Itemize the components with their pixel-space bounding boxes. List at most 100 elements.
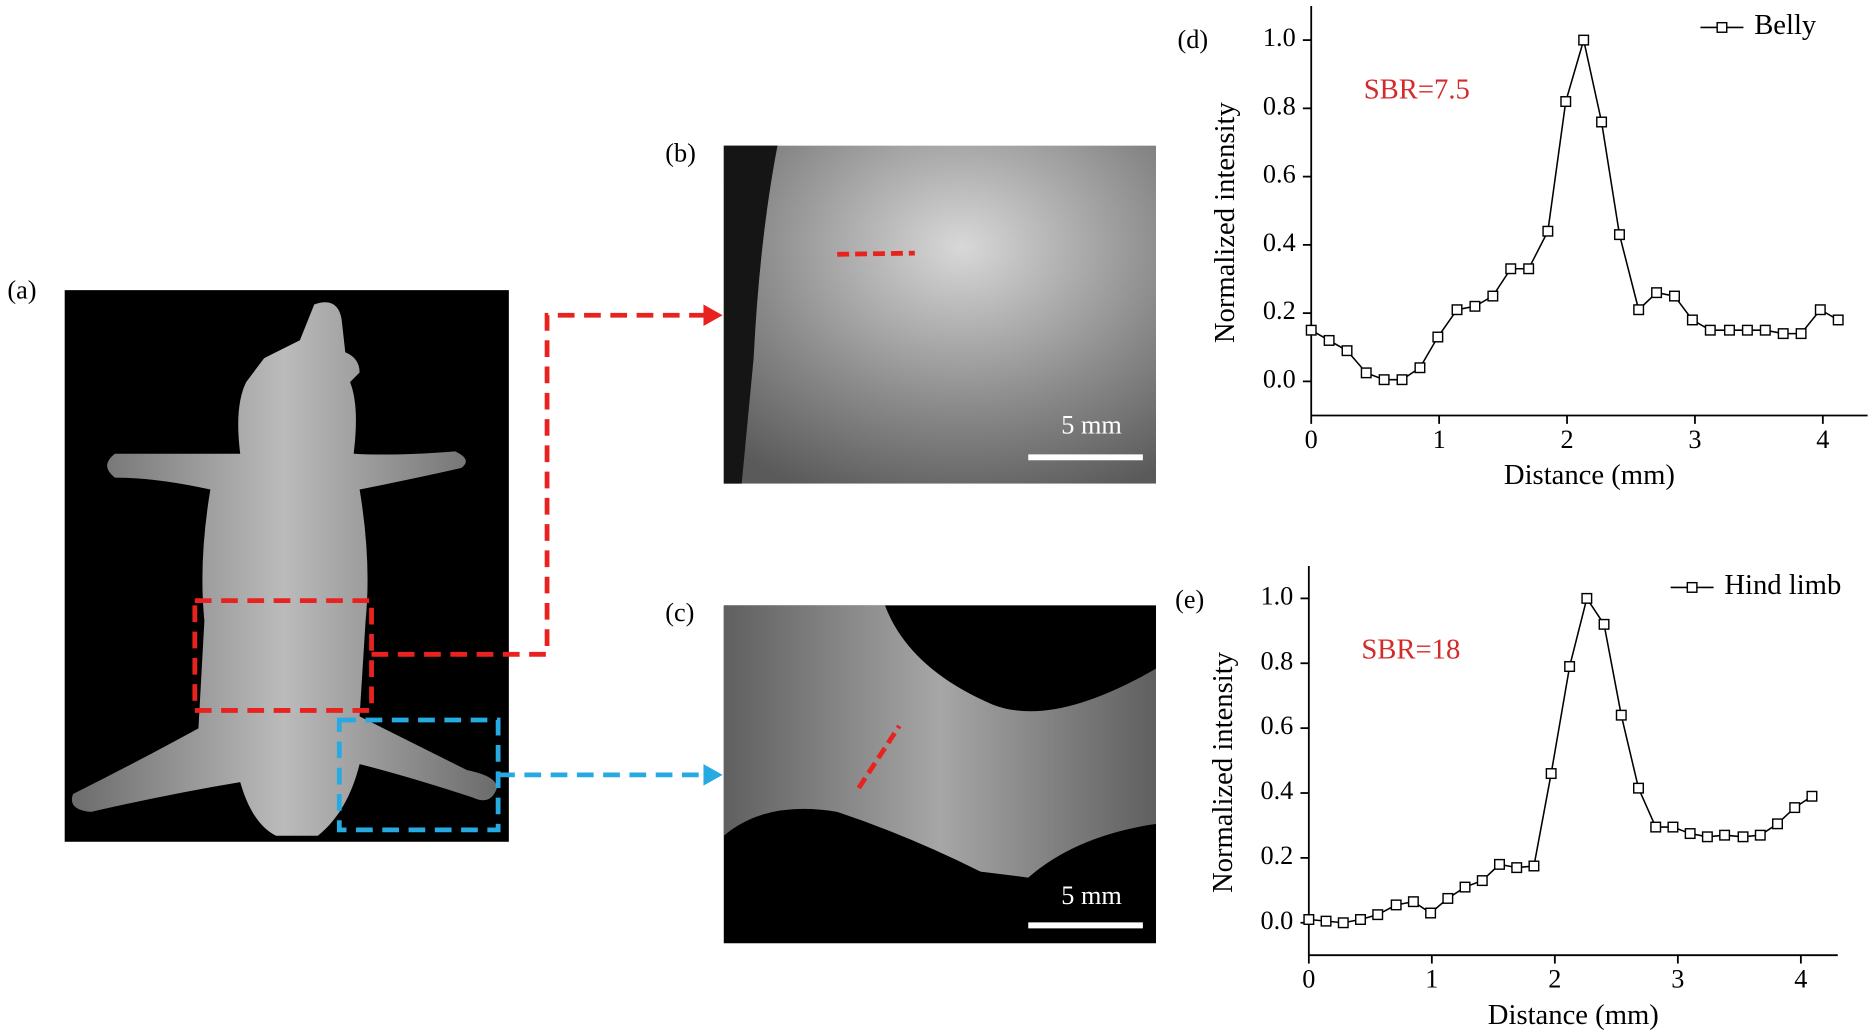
arrowhead [703, 764, 723, 786]
x-tick-label: 2 [1560, 425, 1573, 454]
marker [1451, 304, 1463, 316]
marker [1414, 362, 1426, 374]
marker [1719, 829, 1731, 841]
marker [1303, 914, 1315, 926]
scale-bar-label: 5 mm [1061, 881, 1122, 910]
marker [1425, 907, 1437, 919]
marker [1355, 914, 1366, 926]
marker [1650, 821, 1662, 833]
y-tick-label: 0.6 [1263, 160, 1296, 189]
panel-label: (d) [1177, 25, 1208, 54]
marker [1390, 899, 1402, 911]
marker [1378, 374, 1390, 386]
marker [1396, 374, 1408, 386]
marker [1795, 328, 1807, 340]
marker [1560, 96, 1572, 108]
marker [1432, 331, 1444, 343]
marker [1323, 334, 1335, 346]
x-tick-label: 0 [1305, 425, 1318, 454]
marker [1442, 892, 1454, 904]
marker [1741, 324, 1753, 336]
marker [1459, 881, 1471, 893]
marker [1545, 768, 1557, 780]
marker [1789, 802, 1801, 814]
profile-line [837, 250, 915, 257]
x-tick-label: 4 [1816, 425, 1829, 454]
y-tick-label: 0.8 [1263, 91, 1296, 120]
mouse-silhouette [71, 302, 497, 836]
y-axis-label: Normalized intensity [1207, 651, 1239, 893]
limb-shape [723, 605, 1157, 878]
marker [1564, 661, 1576, 673]
annotation: SBR=7.5 [1364, 74, 1470, 106]
x-tick-label: 1 [1425, 964, 1438, 993]
marker [1505, 263, 1517, 275]
panel-label: (b) [665, 138, 696, 167]
marker [1494, 858, 1505, 870]
marker [1542, 225, 1554, 237]
marker [1581, 592, 1593, 604]
legend-marker [1716, 21, 1728, 33]
marker [1487, 290, 1499, 302]
scale-bar-label: 5 mm [1061, 410, 1122, 439]
x-tick-label: 3 [1671, 964, 1684, 993]
y-tick-label: 0.2 [1263, 296, 1296, 325]
marker [1407, 896, 1419, 908]
x-axis-label: Distance (mm) [1504, 459, 1675, 491]
image-b [723, 145, 1157, 484]
marker [1305, 324, 1317, 336]
marker [1651, 287, 1663, 299]
marker [1523, 263, 1535, 275]
y-axis-label: Normalized intensity [1209, 102, 1241, 344]
legend-label: Hind limb [1724, 569, 1841, 601]
image-b-edge [723, 145, 778, 484]
marker [1754, 829, 1766, 841]
arrow-belly [371, 312, 706, 657]
marker [1832, 314, 1844, 326]
y-tick-label: 0.2 [1260, 841, 1293, 870]
annotation: SBR=18 [1361, 633, 1460, 665]
marker [1723, 324, 1735, 336]
y-tick-label: 0.0 [1260, 906, 1293, 935]
marker [1759, 324, 1771, 336]
legend-label: Belly [1754, 9, 1817, 41]
panel-label: (c) [665, 598, 694, 627]
panel-label: (a) [7, 276, 36, 305]
marker [1372, 909, 1384, 921]
marker [1772, 818, 1783, 830]
x-tick-label: 1 [1433, 425, 1446, 454]
x-tick-label: 3 [1688, 425, 1701, 454]
marker [1320, 915, 1332, 927]
marker [1686, 314, 1698, 326]
marker [1613, 229, 1625, 241]
marker [1701, 831, 1713, 843]
marker [1469, 300, 1481, 312]
roi-belly [192, 598, 374, 713]
marker [1633, 304, 1645, 316]
x-tick-label: 2 [1548, 964, 1561, 993]
legend-marker [1686, 581, 1698, 593]
marker [1667, 821, 1679, 833]
marker [1615, 709, 1627, 721]
marker [1684, 828, 1696, 840]
y-tick-label: 0.0 [1263, 364, 1296, 393]
marker [1578, 34, 1590, 46]
marker [1598, 618, 1610, 630]
marker [1337, 917, 1349, 929]
y-tick-label: 0.8 [1260, 646, 1293, 675]
marker [1596, 116, 1608, 128]
marker [1341, 345, 1353, 357]
marker [1511, 862, 1523, 874]
x-tick-label: 4 [1794, 964, 1807, 993]
y-tick-label: 1.0 [1263, 23, 1296, 52]
marker [1777, 328, 1789, 340]
x-axis-label: Distance (mm) [1488, 999, 1659, 1031]
marker [1476, 875, 1488, 887]
marker [1814, 304, 1826, 316]
marker [1528, 860, 1540, 872]
profile-line [856, 724, 902, 790]
marker [1806, 790, 1818, 802]
panel-label: (e) [1175, 585, 1204, 614]
y-tick-label: 0.4 [1263, 228, 1296, 257]
